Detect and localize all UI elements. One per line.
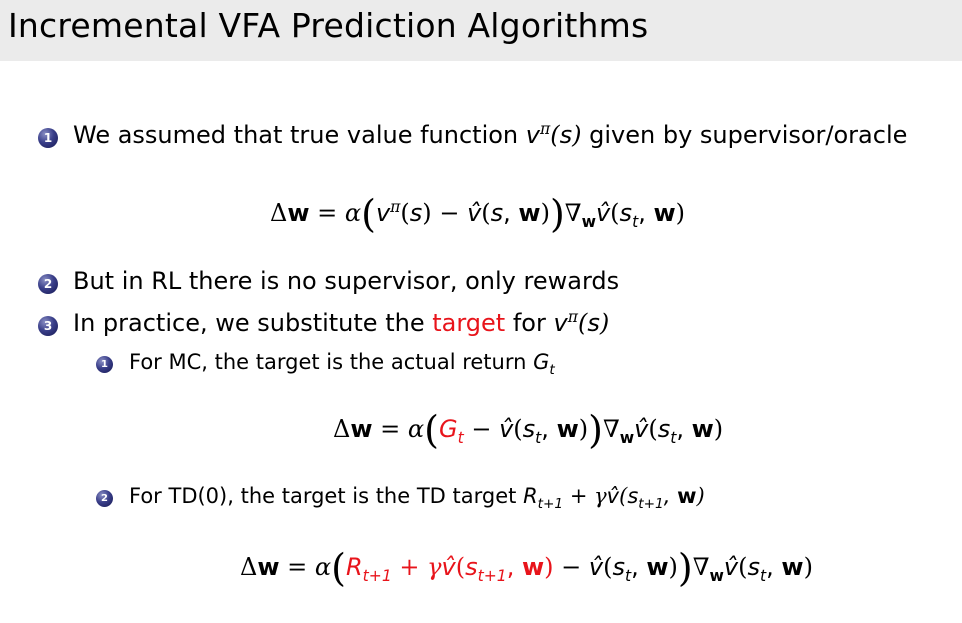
equation-mc-update: Δw = α(Gt − v̂(st, w))∇wv̂(st, w)	[333, 408, 724, 452]
title-bar: Incremental VFA Prediction Algorithms	[0, 0, 962, 61]
bullet-number-2: 2	[38, 274, 58, 294]
sub-bullet-number-1: 1	[96, 356, 113, 373]
highlight-target: target	[432, 309, 506, 337]
bullet-number-1: 1	[38, 128, 58, 148]
bullet-number-3: 3	[38, 316, 58, 336]
item-2-text: But in RL there is no supervisor, only r…	[73, 267, 620, 295]
item-1-text: We assumed that true value function	[73, 121, 519, 149]
math-td-target: Rt+1 + γv̂(st+1, w)	[523, 484, 705, 513]
item-3-text-end: for	[512, 309, 546, 337]
slide-title: Incremental VFA Prediction Algorithms	[8, 6, 649, 45]
sub-item-2-text: For TD(0), the target is the TD target	[129, 484, 517, 508]
math-v-pi-s: vπ(s)	[525, 120, 582, 149]
item-3-text: In practice, we substitute the	[73, 309, 425, 337]
math-v-pi-s-2: vπ(s)	[553, 308, 610, 337]
equation-supervised-update: Δw = α(vπ(s) − v̂(s, w))∇wv̂(st, w)	[270, 192, 685, 236]
sub-item-1-text: For MC, the target is the actual return	[129, 350, 527, 374]
math-G-t: Gt	[533, 350, 555, 379]
sub-bullet-number-2: 2	[96, 490, 113, 507]
equation-td-update: Δw = α(Rt+1 + γv̂(st+1, w) − v̂(st, w))∇…	[240, 546, 813, 590]
item-1-text-end: given by supervisor/oracle	[589, 121, 908, 149]
